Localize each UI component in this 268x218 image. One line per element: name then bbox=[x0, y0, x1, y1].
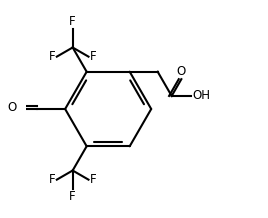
Text: F: F bbox=[90, 173, 96, 186]
Text: F: F bbox=[69, 190, 76, 203]
Text: OH: OH bbox=[192, 89, 210, 102]
Text: F: F bbox=[49, 173, 56, 186]
Text: F: F bbox=[69, 15, 76, 28]
Text: F: F bbox=[49, 50, 56, 63]
Text: O: O bbox=[177, 65, 186, 78]
Text: F: F bbox=[90, 50, 96, 63]
Text: O: O bbox=[8, 101, 17, 114]
